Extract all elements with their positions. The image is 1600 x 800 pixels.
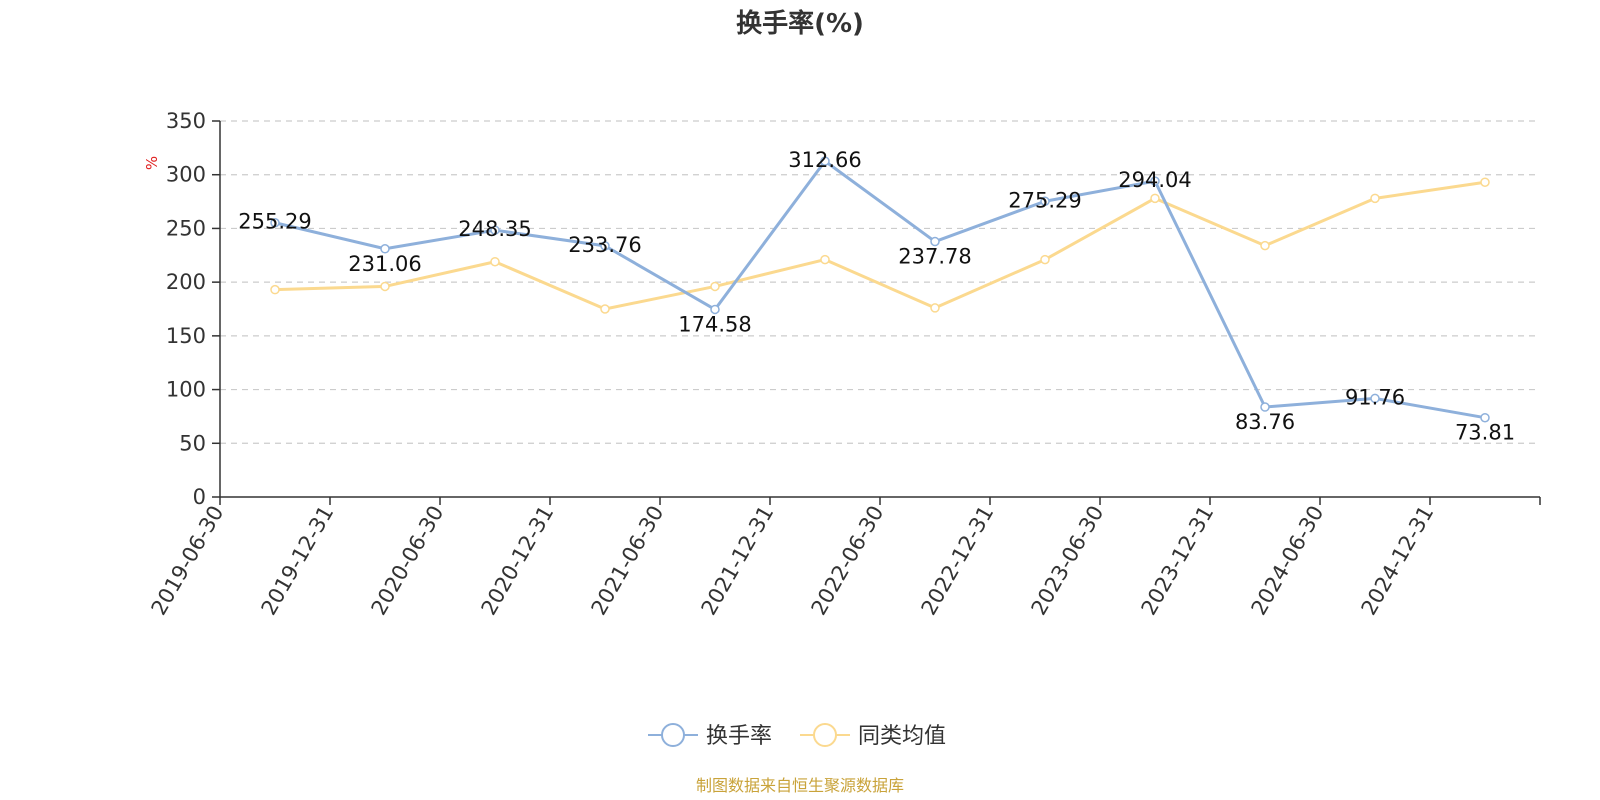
series-2-point [1040, 254, 1050, 265]
y-tick-label: 100 [166, 378, 206, 402]
series-1-point [490, 225, 500, 235]
data-source-note: 制图数据来自恒生聚源数据库 [696, 776, 904, 795]
data-label: 255.29 [238, 210, 311, 234]
axes: 0 50 100 150 200 250 300 350 2019-06-30 2019-12-3… [147, 109, 1541, 620]
series-1-point [380, 244, 390, 254]
series-2-point [820, 254, 830, 265]
series-2-point [930, 303, 940, 313]
series-1-point [1370, 393, 1380, 404]
y-tick-label: 200 [166, 270, 206, 294]
series-2-point [490, 256, 500, 267]
series-1-point [1480, 412, 1490, 423]
series-2-point [1150, 193, 1160, 204]
legend-swatch-marker [813, 723, 837, 747]
data-label: 174.58 [678, 312, 751, 336]
legend-label: 同类均值 [858, 724, 946, 749]
x-tick-label: 2022-12-31 [917, 502, 999, 620]
y-tick-label: 250 [166, 216, 206, 240]
series-1-point [600, 241, 610, 251]
data-label: 312.66 [788, 148, 861, 172]
x-tick-label: 2022-06-30 [807, 502, 889, 620]
y-tick-label: 0 [193, 485, 206, 509]
x-tick-label: 2019-12-31 [257, 502, 339, 620]
y-tick-label: 350 [166, 109, 206, 133]
data-label: 237.78 [898, 245, 971, 269]
series-1-point [1260, 402, 1270, 412]
y-tick-label: 300 [166, 163, 206, 187]
data-label: 91.76 [1345, 385, 1405, 409]
series-1-point [820, 156, 830, 166]
series-line-2 [274, 180, 1486, 311]
series-1-point [270, 217, 280, 228]
series-1-point [930, 236, 940, 247]
data-label: 73.81 [1455, 421, 1515, 445]
legend-label: 换手率 [706, 724, 772, 749]
x-tick-label: 2024-12-31 [1357, 502, 1439, 620]
legend: 换手率 同类均值 [648, 723, 946, 749]
x-tick-label: 2021-12-31 [697, 502, 779, 620]
series-2-point [1480, 177, 1490, 187]
grid-lines [220, 120, 1540, 444]
x-tick-label: 2024-06-30 [1247, 502, 1329, 620]
data-label: 83.76 [1235, 410, 1295, 434]
data-labels: 255.29 231.06 248.35 233.76 174.58 312.66 237.… [238, 148, 1515, 445]
data-label: 231.06 [348, 252, 421, 276]
series-2-point [380, 281, 390, 292]
series-2-point [1370, 193, 1380, 204]
data-label: 294.04 [1118, 168, 1191, 192]
chart-title: 换手率(%) [736, 8, 864, 39]
x-tick-label: 2019-06-30 [147, 502, 229, 620]
series-1-point [1150, 176, 1160, 186]
series-1-point [710, 304, 720, 315]
x-tick-label: 2021-06-30 [587, 502, 669, 620]
y-tick-label: 150 [166, 324, 206, 348]
x-tick-label: 2020-06-30 [367, 502, 449, 620]
x-tick-label: 2023-12-31 [1137, 502, 1219, 620]
x-tick-label: 2023-06-30 [1027, 502, 1109, 620]
y-tick-label: 50 [179, 431, 206, 455]
data-label: 233.76 [568, 233, 641, 257]
series-line-1 [274, 159, 1486, 420]
y-axis-unit-label: % [143, 156, 161, 170]
data-label: 275.29 [1008, 188, 1081, 212]
data-label: 248.35 [458, 217, 531, 241]
series-lines [270, 156, 1490, 423]
series-2-point [270, 284, 280, 295]
series-2-point [1260, 240, 1270, 251]
series-2-point [600, 304, 610, 314]
series-1-point [1040, 196, 1050, 207]
series-2-point [710, 281, 720, 292]
x-tick-label: 2020-12-31 [477, 502, 559, 620]
legend-swatch-marker [661, 723, 685, 747]
